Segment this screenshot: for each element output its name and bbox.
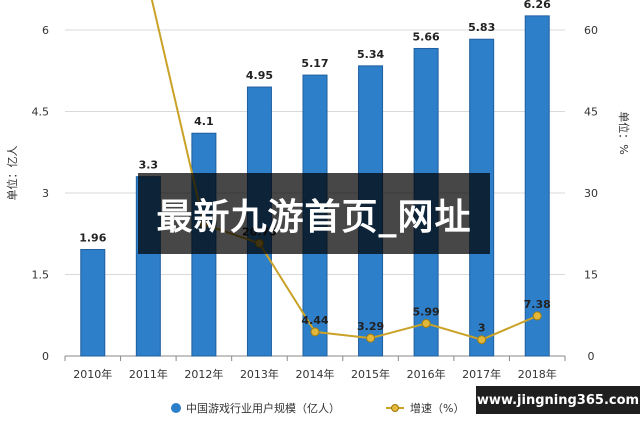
legend-bar-marker [171,403,181,413]
bar-data-label: 5.17 [301,57,328,70]
bar-data-label: 4.95 [246,69,273,82]
y-right-tick-label: 60 [584,24,598,37]
x-tick-label: 2018年 [518,367,557,381]
x-tick-label: 2017年 [462,367,501,381]
x-tick-label: 2011年 [129,367,168,381]
x-tick-label: 2015年 [351,367,390,381]
y-right-tick-label: 45 [584,106,598,119]
bar-data-label: 6.26 [524,0,551,11]
growth-data-label: 4.44 [301,314,328,327]
growth-data-label: 3 [478,322,486,335]
y-right-tick-label: 0 [588,350,595,363]
y-left-tick-label: 3 [42,187,49,200]
growth-data-label: 5.99 [413,305,440,318]
bar-data-label: 5.34 [357,48,384,61]
bar [80,249,106,357]
y-left-tick-label: 0 [42,350,49,363]
bar-data-label: 3.3 [139,159,159,172]
growth-point [477,335,487,345]
legend-line-dot [391,404,399,412]
bar-data-label: 5.66 [413,30,440,43]
y-left-axis-title: 单位：亿人 [5,146,19,201]
x-tick-label: 2014年 [296,367,335,381]
overlay-banner: 最新九游首页_网址 [138,173,490,254]
y-left-tick-label: 6 [42,24,49,37]
y-left-tick-label: 1.5 [32,269,50,282]
bar-data-label: 5.83 [468,21,495,34]
y-right-axis-title: 单位：% [617,111,631,154]
x-tick-label: 2012年 [184,367,223,381]
bar-data-label: 4.1 [194,115,214,128]
growth-point [310,327,320,337]
growth-data-label: 7.38 [524,298,551,311]
x-tick-label: 2013年 [240,367,279,381]
x-tick-label: 2016年 [407,367,446,381]
growth-point [421,318,431,328]
url-text[interactable]: www.jingning365.com [476,392,640,408]
growth-point [366,333,376,343]
y-right-tick-label: 15 [584,269,598,282]
y-left-tick-label: 4.5 [32,106,50,119]
growth-point [532,311,542,321]
x-tick-label: 2010年 [73,367,112,381]
legend-bar-label: 中国游戏行业用户规模（亿人） [186,401,340,415]
bar [524,15,550,357]
url-bar[interactable]: www.jingning365.com [476,386,640,414]
y-right-tick-label: 30 [584,187,598,200]
growth-data-label: 3.29 [357,320,384,333]
legend-line-label: 增速（%） [410,401,464,415]
bar-data-label: 1.96 [79,232,106,245]
overlay-title: 最新九游首页_网址 [156,196,472,238]
